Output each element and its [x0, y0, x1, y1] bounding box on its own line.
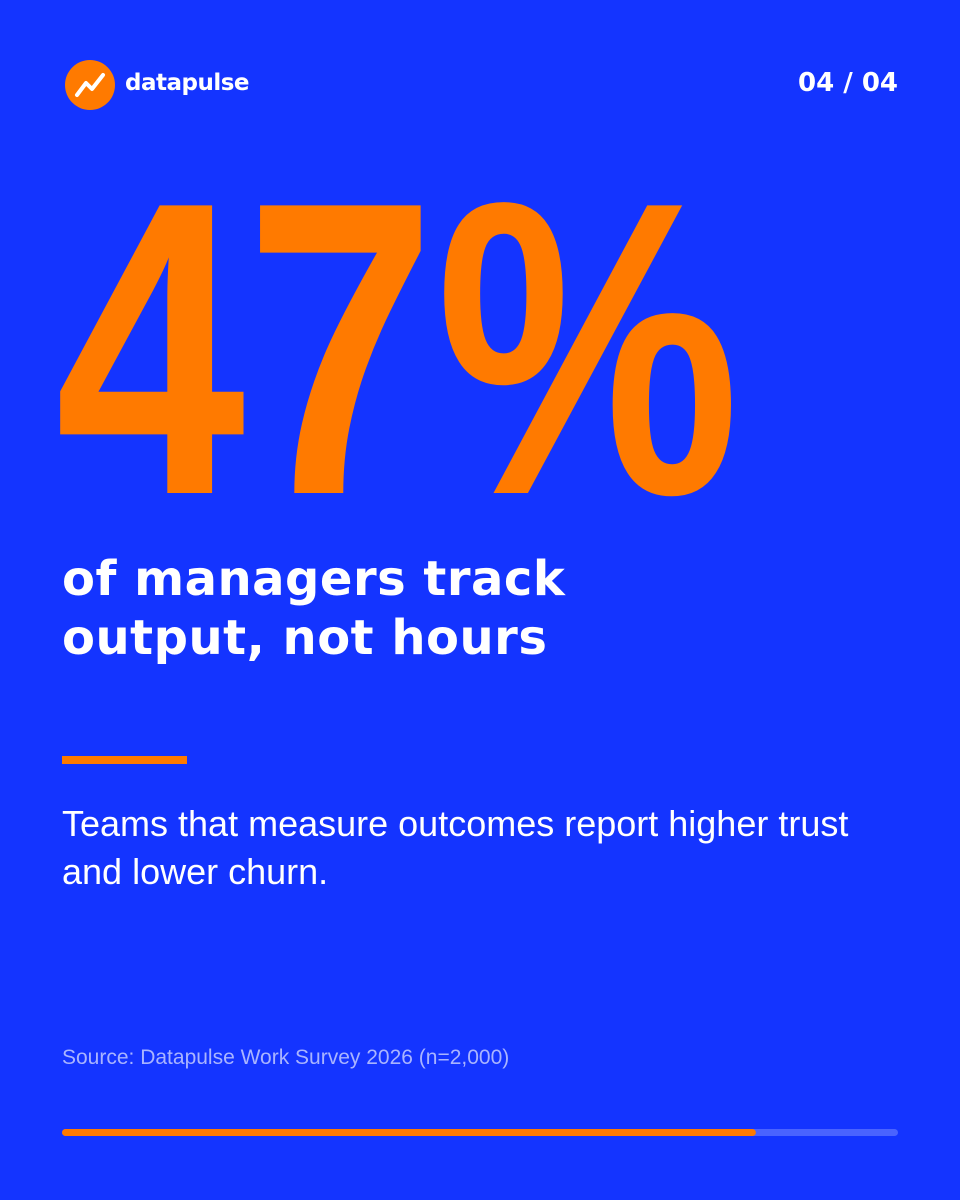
divider — [62, 756, 187, 764]
big-stat: 47% — [55, 115, 740, 582]
progress-fill — [62, 1129, 756, 1136]
page-indicator: 04 / 04 — [798, 68, 898, 98]
brand-name: datapulse — [125, 70, 250, 96]
logo-glyph — [75, 73, 105, 97]
source-note: Source: Datapulse Work Survey 2026 (n=2,… — [62, 1046, 510, 1069]
headline-line: of managers track — [62, 551, 566, 607]
headline: of managers track output, not hours — [62, 550, 565, 668]
body-text: Teams that measure outcomes report highe… — [62, 803, 849, 892]
headline-line: output, not hours — [62, 610, 548, 666]
